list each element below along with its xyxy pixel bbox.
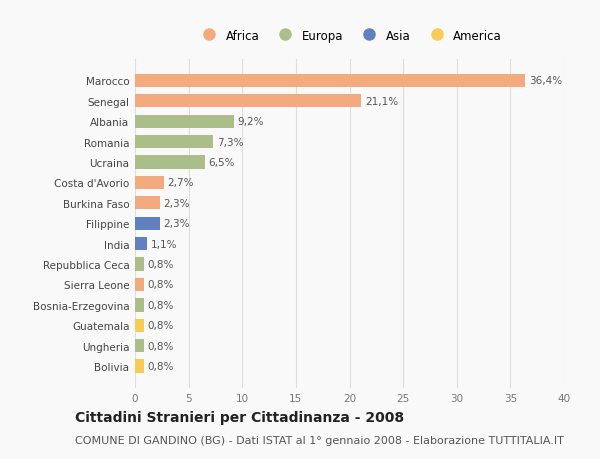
- Bar: [135, 278, 143, 291]
- Bar: [135, 197, 160, 210]
- Text: Cittadini Stranieri per Cittadinanza - 2008: Cittadini Stranieri per Cittadinanza - 2…: [75, 411, 404, 425]
- Bar: [135, 115, 233, 129]
- Legend: Africa, Europa, Asia, America: Africa, Europa, Asia, America: [197, 29, 502, 42]
- Text: 2,3%: 2,3%: [163, 219, 190, 229]
- Text: 0,8%: 0,8%: [148, 320, 174, 330]
- Text: 9,2%: 9,2%: [238, 117, 264, 127]
- Text: COMUNE DI GANDINO (BG) - Dati ISTAT al 1° gennaio 2008 - Elaborazione TUTTITALIA: COMUNE DI GANDINO (BG) - Dati ISTAT al 1…: [75, 435, 564, 445]
- Text: 0,8%: 0,8%: [148, 280, 174, 290]
- Bar: [135, 258, 143, 271]
- Text: 0,8%: 0,8%: [148, 341, 174, 351]
- Bar: [135, 156, 205, 169]
- Bar: [135, 339, 143, 353]
- Text: 2,3%: 2,3%: [163, 198, 190, 208]
- Text: 6,5%: 6,5%: [208, 158, 235, 168]
- Text: 0,8%: 0,8%: [148, 259, 174, 269]
- Text: 21,1%: 21,1%: [365, 96, 398, 106]
- Text: 0,8%: 0,8%: [148, 361, 174, 371]
- Bar: [135, 95, 361, 108]
- Bar: [135, 176, 164, 190]
- Text: 0,8%: 0,8%: [148, 300, 174, 310]
- Bar: [135, 217, 160, 230]
- Bar: [135, 319, 143, 332]
- Bar: [135, 74, 526, 88]
- Text: 1,1%: 1,1%: [151, 239, 177, 249]
- Bar: [135, 237, 147, 251]
- Bar: [135, 299, 143, 312]
- Bar: [135, 136, 213, 149]
- Bar: [135, 360, 143, 373]
- Text: 2,7%: 2,7%: [168, 178, 194, 188]
- Text: 36,4%: 36,4%: [529, 76, 562, 86]
- Text: 7,3%: 7,3%: [217, 137, 244, 147]
